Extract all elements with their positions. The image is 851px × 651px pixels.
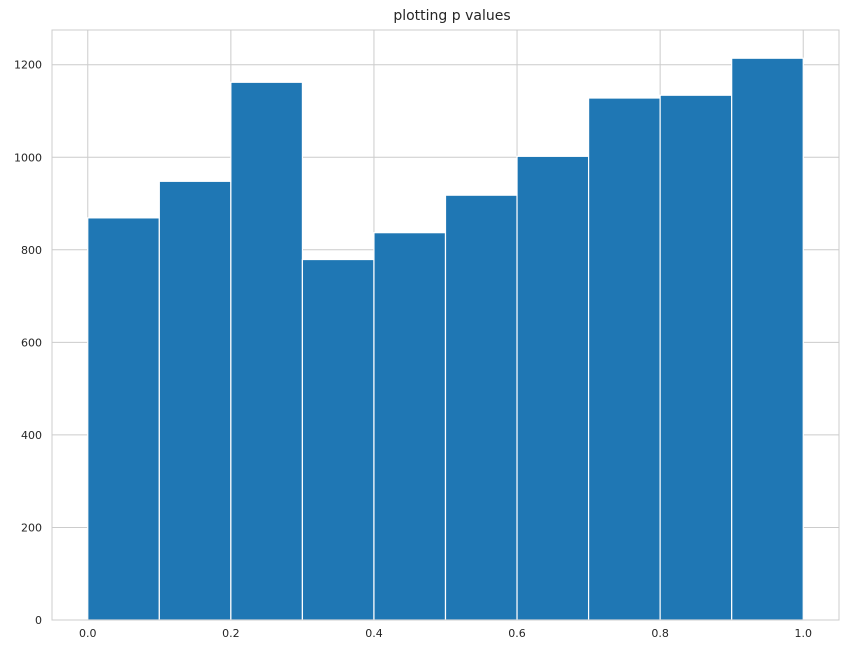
bar-3 bbox=[301, 258, 375, 621]
bar-7 bbox=[587, 97, 661, 621]
y-tick-label: 800 bbox=[21, 244, 42, 257]
bar-2 bbox=[230, 81, 304, 621]
x-tick-label: 0.6 bbox=[508, 627, 526, 640]
x-tick-label: 0.8 bbox=[651, 627, 669, 640]
y-tick-label: 0 bbox=[35, 614, 42, 627]
bar-1 bbox=[158, 180, 232, 621]
plot-frame bbox=[51, 29, 840, 621]
x-tick-label: 0.0 bbox=[79, 627, 97, 640]
bar-9 bbox=[731, 57, 804, 621]
x-tick-label: 1.0 bbox=[794, 627, 812, 640]
bar-8 bbox=[659, 94, 733, 621]
x-tick-label: 0.2 bbox=[222, 627, 240, 640]
bar-0 bbox=[87, 217, 160, 621]
bars bbox=[87, 57, 804, 621]
bar-5 bbox=[444, 194, 518, 621]
x-axis-ticks: 0.0 0.2 0.4 0.6 0.8 1.0 bbox=[79, 627, 812, 640]
x-tick-label: 0.4 bbox=[365, 627, 383, 640]
y-tick-label: 400 bbox=[21, 429, 42, 442]
y-tick-label: 600 bbox=[21, 336, 42, 349]
bar-6 bbox=[516, 155, 590, 621]
y-tick-label: 1000 bbox=[14, 151, 42, 164]
y-tick-label: 200 bbox=[21, 521, 42, 534]
chart-title: plotting p values bbox=[393, 8, 510, 24]
y-tick-label: 1200 bbox=[14, 59, 42, 72]
bar-4 bbox=[373, 232, 447, 621]
y-axis-ticks: 0 200 400 600 800 1000 1200 bbox=[14, 59, 42, 627]
